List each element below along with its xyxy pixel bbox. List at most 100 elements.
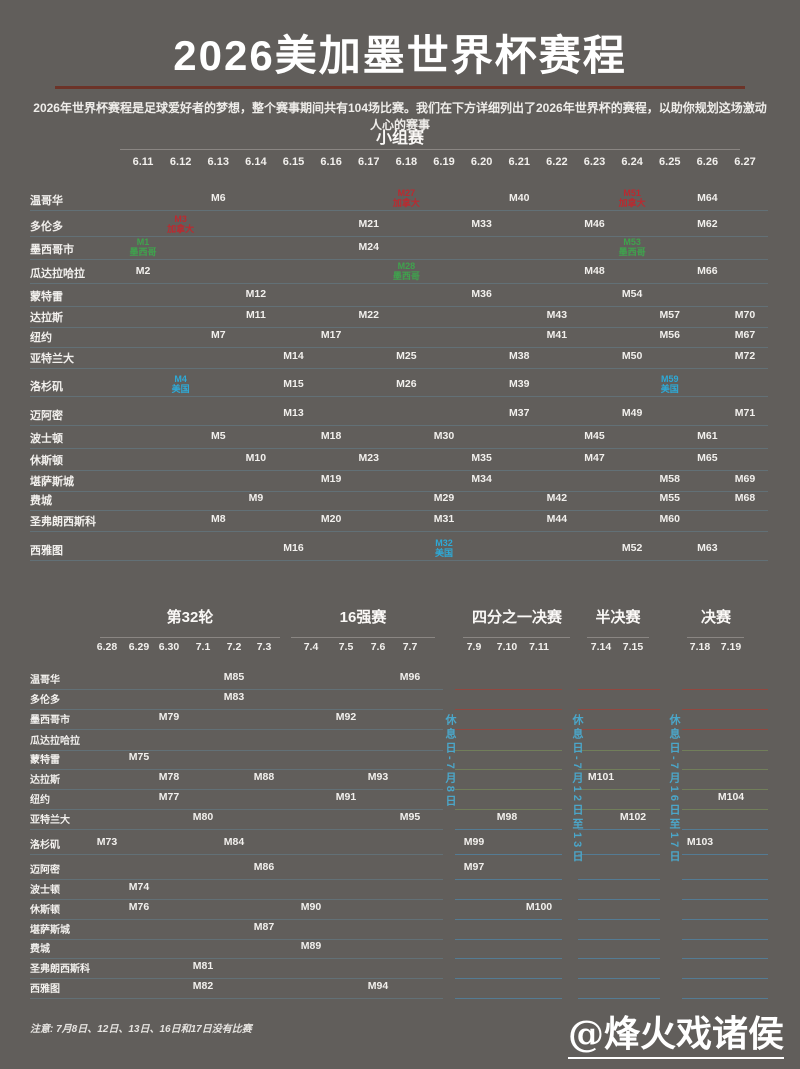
knockout-bracket-line — [455, 769, 562, 770]
knockout-match-cell: M102 — [619, 811, 647, 823]
knockout-match-cell: M73 — [96, 836, 118, 848]
knockout-row-line — [30, 939, 443, 940]
knockout-match-cell: M91 — [335, 791, 357, 803]
group-match-cell: M19 — [320, 473, 342, 485]
match-number: M59 — [660, 374, 679, 384]
group-match-cell: M66 — [697, 265, 718, 277]
group-row-line — [30, 283, 768, 284]
group-match-cell: M54 — [621, 288, 643, 300]
knockout-match-cell: M84 — [223, 836, 245, 848]
knockout-city-label: 迈阿密 — [30, 865, 60, 876]
group-city-label: 多伦多 — [30, 221, 63, 233]
knockout-match-cell: M86 — [253, 861, 275, 873]
match-number: M27 — [397, 188, 416, 198]
group-city-label: 波士顿 — [30, 433, 63, 445]
knockout-date-label: 6.30 — [158, 641, 180, 653]
group-match-cell: M56 — [659, 329, 680, 341]
knockout-bracket-line — [455, 978, 562, 979]
knockout-bracket-line — [578, 879, 660, 880]
knockout-date-label: 7.7 — [402, 641, 418, 653]
host-country-label: 墨西哥 — [129, 247, 157, 257]
knockout-match-cell: M88 — [253, 771, 275, 783]
schedule-note: 注意: 7月8日、12日、13日、16日和17日没有比赛 — [30, 1024, 252, 1035]
knockout-row-line — [30, 899, 443, 900]
group-match-cell: M2 — [135, 265, 151, 277]
group-city-label: 瓜达拉哈拉 — [30, 268, 85, 280]
knockout-bracket-line — [578, 809, 660, 810]
group-match-cell: M70 — [734, 309, 756, 321]
group-host-match-cell: M27 加拿大 — [382, 188, 430, 208]
group-host-match-cell: M28 墨西哥 — [382, 261, 430, 281]
group-match-cell: M39 — [509, 378, 530, 390]
knockout-bracket-line — [682, 809, 768, 810]
knockout-date-label: 7.15 — [622, 641, 644, 653]
group-match-cell: M40 — [509, 192, 530, 204]
knockout-row-line — [30, 789, 443, 790]
knockout-match-cell: M74 — [128, 881, 150, 893]
knockout-city-label: 蒙特雷 — [30, 755, 60, 766]
group-city-label: 西雅图 — [30, 545, 63, 557]
knockout-section-title-1: 第32轮 — [166, 609, 214, 626]
knockout-match-cell: M93 — [367, 771, 389, 783]
group-match-cell: M45 — [584, 430, 605, 442]
knockout-bracket-line — [578, 729, 660, 730]
group-match-cell: M38 — [509, 350, 530, 362]
knockout-city-label: 温哥华 — [30, 675, 60, 686]
group-match-cell: M60 — [659, 513, 680, 525]
knockout-city-label: 休斯顿 — [30, 905, 60, 916]
knockout-city-label: 瓜达拉哈拉 — [30, 736, 80, 747]
group-match-cell: M9 — [248, 492, 264, 504]
group-date-label: 6.16 — [320, 156, 342, 168]
knockout-bracket-line — [682, 750, 768, 751]
knockout-bracket-line — [578, 854, 660, 855]
knockout-match-cell: M81 — [192, 960, 214, 972]
host-country-label: 美国 — [660, 384, 679, 394]
knockout-row-line — [30, 769, 443, 770]
knockout-match-cell: M87 — [253, 921, 275, 933]
group-match-cell: M11 — [245, 309, 266, 321]
group-row-line — [30, 396, 768, 397]
group-match-cell: M10 — [245, 452, 267, 464]
group-match-cell: M5 — [210, 430, 226, 442]
group-host-match-cell: M3 加拿大 — [157, 214, 205, 234]
knockout-city-label: 圣弗朗西斯科 — [30, 964, 90, 975]
knockout-bracket-line — [578, 919, 660, 920]
knockout-match-cell: M100 — [525, 901, 553, 913]
knockout-date-label: 7.9 — [466, 641, 482, 653]
knockout-bracket-line — [455, 689, 562, 690]
knockout-bracket-line — [455, 958, 562, 959]
group-match-cell: M24 — [358, 241, 379, 253]
knockout-section-underline — [291, 637, 435, 638]
knockout-row-line — [30, 809, 443, 810]
knockout-city-label: 纽约 — [30, 795, 50, 806]
group-date-label: 6.23 — [583, 156, 606, 168]
host-country-label: 加拿大 — [392, 198, 420, 208]
group-match-cell: M43 — [546, 309, 568, 321]
group-match-cell: M25 — [396, 350, 417, 362]
group-date-label: 6.14 — [245, 156, 267, 168]
knockout-city-label: 堪萨斯城 — [30, 925, 70, 936]
knockout-bracket-line — [578, 939, 660, 940]
knockout-bracket-line — [682, 978, 768, 979]
group-match-cell: M52 — [621, 542, 643, 554]
group-city-label: 达拉斯 — [30, 312, 63, 324]
knockout-section-underline — [687, 637, 744, 638]
knockout-bracket-line — [682, 939, 768, 940]
knockout-row-line — [30, 919, 443, 920]
group-match-cell: M72 — [734, 350, 756, 362]
knockout-match-cell: M98 — [496, 811, 518, 823]
knockout-section-title-2: 16强赛 — [339, 609, 387, 626]
group-stage-underline — [120, 149, 740, 150]
knockout-bracket-line — [455, 919, 562, 920]
group-row-line — [30, 210, 768, 211]
knockout-bracket-line — [455, 729, 562, 730]
group-row-line — [30, 347, 768, 348]
host-country-label: 墨西哥 — [618, 247, 646, 257]
group-row-line — [30, 236, 768, 237]
group-match-cell: M8 — [210, 513, 226, 525]
knockout-date-label: 7.11 — [529, 641, 549, 653]
knockout-section-title-3: 四分之一决赛 — [471, 609, 562, 626]
group-match-cell: M63 — [697, 542, 718, 554]
group-match-cell: M6 — [210, 192, 226, 204]
watermark: @烽火戏诸侯 — [567, 1015, 784, 1059]
